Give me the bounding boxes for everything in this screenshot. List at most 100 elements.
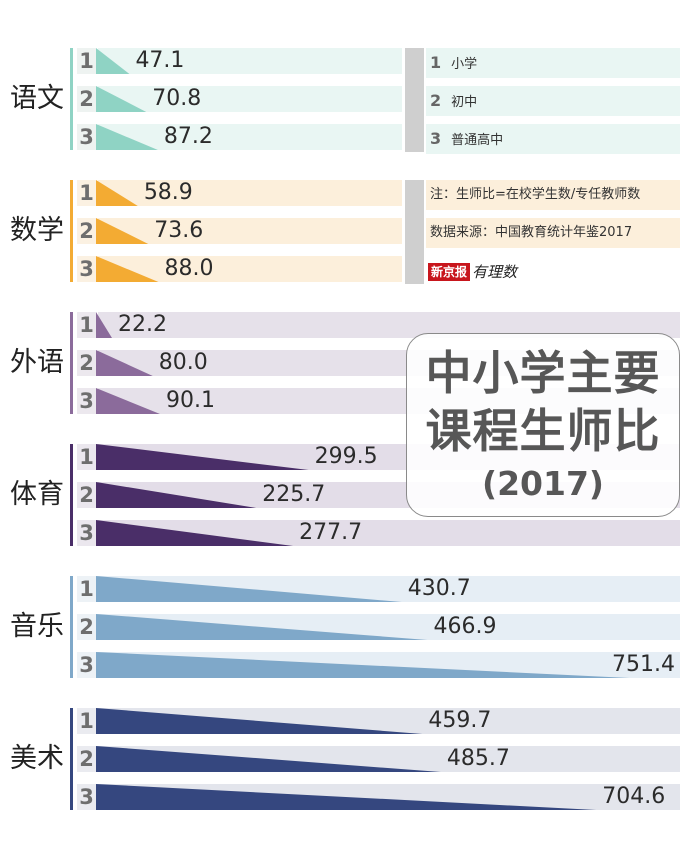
legend-item: 1 小学 [426,48,680,78]
source-note: 数据来源：中国教育统计年鉴2017 [426,218,680,248]
row-index-bg [77,180,96,206]
value-label: 485.7 [446,746,510,771]
value-label: 47.1 [135,48,185,73]
row-index-bg [77,444,96,470]
row-track [98,614,680,640]
row-index-bg [77,48,96,74]
chart-title-line-2: 课程生师比 [425,404,661,458]
row-index: 1 [79,445,94,469]
row-track [98,124,402,150]
subject-accent-bar [70,576,73,678]
row-index: 1 [79,577,94,601]
row-index-bg [77,576,96,602]
row-track [98,48,402,74]
legend-label: 普通高中 [451,133,504,148]
row-track [98,746,680,772]
row-index-bg [77,86,96,112]
row-index: 1 [79,181,94,205]
row-track [98,180,402,206]
row-index-bg [77,124,96,150]
source-note-text: 数据来源：中国教育统计年鉴2017 [430,225,633,240]
row-index-bg [77,350,96,376]
row-track [98,256,402,282]
subject-label: 音乐 [10,611,64,642]
legend-item: 2 初中 [426,86,680,116]
subject-accent-bar [70,312,73,414]
legend-num: 3 [430,129,442,148]
subject-accent-bar [70,444,73,546]
row-index-bg [77,312,96,338]
formula-note-text: 注：生师比=在校学生数/专任教师数 [430,187,641,202]
legend-divider [405,180,424,284]
value-label: 70.8 [152,86,202,111]
row-track [98,652,680,678]
value-label: 22.2 [118,312,167,337]
row-index-bg [77,482,96,508]
subject-label: 美术 [10,743,64,774]
row-track [98,218,402,244]
value-label: 88.0 [164,256,214,281]
row-index: 3 [79,785,94,809]
title-card: 中小学主要 课程生师比 (2017) [406,333,680,517]
row-index-bg [77,614,96,640]
row-index-bg [77,708,96,734]
row-index: 2 [79,87,94,111]
value-label: 90.1 [165,388,215,413]
row-index: 2 [79,483,94,507]
value-label: 277.7 [299,520,363,545]
row-index: 1 [79,313,94,337]
row-index: 3 [79,257,94,281]
value-label: 430.7 [407,576,471,601]
value-label: 87.2 [163,124,213,149]
row-index-bg [77,746,96,772]
row-index: 2 [79,219,94,243]
row-index-bg [77,652,96,678]
value-label: 466.9 [433,614,497,639]
subject-accent-bar [70,708,73,810]
row-track [98,520,680,546]
legend-label: 小学 [451,57,478,72]
chart-title-line-1: 中小学主要 [425,346,661,400]
row-index-bg [77,218,96,244]
row-index: 3 [79,389,94,413]
legend-num: 1 [430,53,442,72]
row-index-bg [77,520,96,546]
subject-label: 外语 [10,347,64,378]
row-index: 2 [79,615,94,639]
row-index-bg [77,256,96,282]
row-index: 3 [79,521,94,545]
chart-title-year: (2017) [481,464,604,503]
publisher-logo: 新京报 有理数 [428,259,517,283]
row-index: 3 [79,653,94,677]
legend-item: 3 普通高中 [426,124,680,154]
legend-num: 2 [430,91,442,110]
row-track [98,576,680,602]
subject-label: 语文 [10,83,64,114]
legend-divider [405,48,424,152]
value-label: 704.6 [602,784,666,809]
row-track [98,708,680,734]
value-label: 459.7 [428,708,492,733]
value-label: 299.5 [314,444,378,469]
value-label: 73.6 [154,218,204,243]
logo-box-text: 新京报 [428,262,471,281]
value-label: 225.7 [262,482,326,507]
subject-accent-bar [70,48,73,150]
row-track [98,86,402,112]
value-label: 751.4 [612,652,675,677]
subject-label: 体育 [10,479,64,510]
formula-note: 注：生师比=在校学生数/专任教师数 [426,180,680,210]
row-index-bg [77,388,96,414]
row-index: 1 [79,709,94,733]
row-index: 3 [79,125,94,149]
row-index-bg [77,784,96,810]
row-index: 1 [79,49,94,73]
subject-label: 数学 [10,215,64,246]
value-label: 80.0 [158,350,208,375]
row-index: 2 [79,747,94,771]
row-index: 2 [79,351,94,375]
row-track [98,784,680,810]
logo-tail-text: 有理数 [472,262,518,281]
subject-accent-bar [70,180,73,282]
